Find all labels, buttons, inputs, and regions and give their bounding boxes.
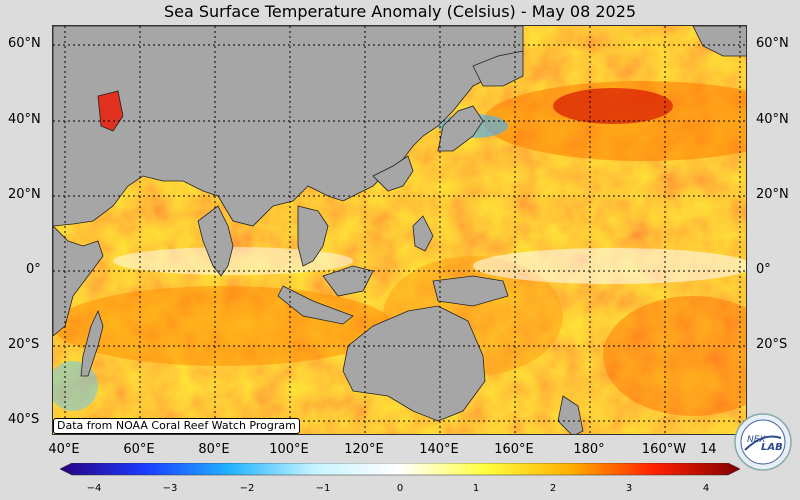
data-credit: Data from NOAA Coral Reef Watch Program bbox=[53, 418, 300, 434]
colorbar-tick-2: 2 bbox=[549, 483, 557, 494]
lat-label-40s-left: 40°S bbox=[8, 412, 40, 427]
lat-label-20s-left: 20°S bbox=[8, 337, 40, 352]
neutral-band-indian bbox=[113, 247, 353, 275]
lat-label-20n-right: 20°N bbox=[756, 187, 789, 202]
lon-label-160w: 160°W bbox=[641, 442, 687, 457]
lon-label-160e: 160°E bbox=[494, 442, 534, 457]
colorbar bbox=[60, 463, 740, 476]
kamchatka-landmass bbox=[472, 50, 524, 87]
lat-label-20n-left: 20°N bbox=[8, 187, 41, 202]
lat-label-40n-left: 40°N bbox=[8, 112, 41, 127]
africa-east-landmass bbox=[53, 225, 104, 337]
borneo-landmass bbox=[322, 265, 374, 297]
lat-label-40n-right: 40°N bbox=[756, 112, 789, 127]
lon-label-60e: 60°E bbox=[123, 442, 155, 457]
lon-label-180: 180° bbox=[573, 442, 605, 457]
lat-label-eq-right: 0° bbox=[756, 262, 771, 277]
colorbar-gradient bbox=[60, 463, 740, 476]
colorbar-tick-neg3: −3 bbox=[162, 483, 178, 494]
map-title: Sea Surface Temperature Anomaly (Celsius… bbox=[163, 2, 637, 21]
warm-anomaly-indian-ocean bbox=[53, 286, 393, 366]
madagascar-landmass bbox=[80, 309, 104, 377]
svg-text:LAB: LAB bbox=[761, 442, 783, 453]
colorbar-tick-1: 1 bbox=[472, 483, 480, 494]
colorbar-tick-3: 3 bbox=[625, 483, 633, 494]
lon-label-80e: 80°E bbox=[198, 442, 230, 457]
colorbar-tick-4: 4 bbox=[702, 483, 710, 494]
lon-label-140w-partial: 14 bbox=[700, 442, 717, 457]
colorbar-tick-0: 0 bbox=[396, 483, 404, 494]
colorbar-tick-neg1: −1 bbox=[315, 483, 331, 494]
new-zealand-landmass bbox=[557, 395, 584, 434]
lat-label-eq-left: 0° bbox=[26, 262, 41, 277]
taiwan-china-coast bbox=[372, 155, 414, 192]
sumatra-java-landmass bbox=[277, 285, 354, 325]
philippines-landmass bbox=[412, 215, 434, 252]
neutral-band-equatorial bbox=[473, 248, 746, 284]
colorbar-tick-neg2: −2 bbox=[239, 483, 255, 494]
svg-text:NEX: NEX bbox=[747, 435, 766, 445]
indochina-landmass bbox=[297, 205, 329, 267]
sst-anomaly-map bbox=[52, 25, 747, 435]
lon-label-100e: 100°E bbox=[269, 442, 309, 457]
lat-label-20s-right: 20°S bbox=[756, 337, 788, 352]
lon-label-40e: 40°E bbox=[48, 442, 80, 457]
hot-anomaly-north-pacific bbox=[553, 88, 673, 124]
lat-label-60n-left: 60°N bbox=[8, 36, 41, 51]
new-guinea-landmass bbox=[432, 275, 509, 307]
map-canvas bbox=[53, 26, 746, 434]
colorbar-tick-neg4: −4 bbox=[86, 483, 102, 494]
alaska-landmass bbox=[692, 26, 746, 57]
lon-label-140e: 140°E bbox=[419, 442, 459, 457]
warm-anomaly-south-pacific bbox=[603, 296, 746, 416]
nex-lab-logo: NEX LAB bbox=[734, 413, 792, 471]
asia-landmass bbox=[53, 26, 524, 227]
lon-label-120e: 120°E bbox=[344, 442, 384, 457]
australia-landmass bbox=[342, 305, 486, 422]
graticule bbox=[53, 26, 746, 434]
lat-label-60n-right: 60°N bbox=[756, 36, 789, 51]
